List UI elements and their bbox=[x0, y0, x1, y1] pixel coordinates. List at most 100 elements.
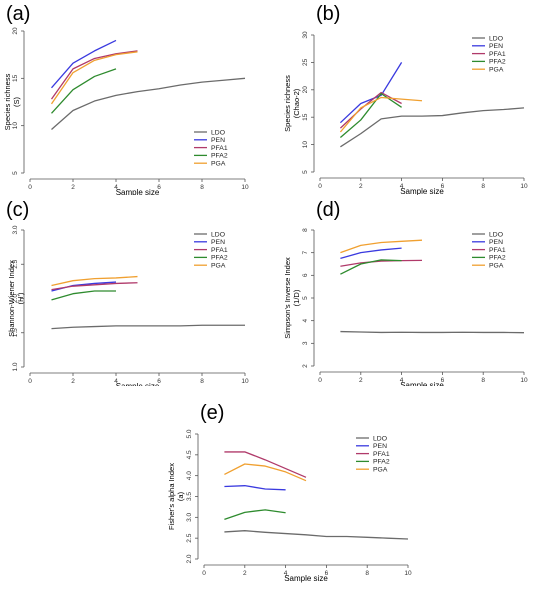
chart-svg: 5 10 15 20 0 2 4 6 8 10 Sample size Species richnes… bbox=[3, 27, 249, 197]
legend-label-pga: PGA bbox=[489, 263, 504, 270]
x-tick-label: 2 bbox=[359, 377, 363, 384]
y-tick-label: 5 bbox=[302, 296, 309, 300]
series-line-pen bbox=[340, 247, 402, 259]
x-tick-label: 4 bbox=[114, 378, 118, 385]
y-tick-label: 20 bbox=[12, 27, 19, 35]
x-tick-label: 4 bbox=[400, 377, 404, 384]
x-tick-label: 0 bbox=[28, 184, 32, 191]
x-tick-label: 6 bbox=[441, 183, 445, 190]
x-tick-label: 4 bbox=[284, 570, 288, 577]
series-line-ldo bbox=[224, 530, 409, 540]
x-tick-label: 2 bbox=[71, 378, 75, 385]
y-tick-label: 4.5 bbox=[186, 450, 193, 459]
legend-label-pen: PEN bbox=[373, 443, 387, 450]
y-tick-label: 15 bbox=[12, 74, 19, 82]
x-axis-label: Sample size bbox=[116, 188, 160, 195]
x-axis-label: Sample size bbox=[400, 381, 444, 386]
y-tick-label: 2.0 bbox=[186, 554, 193, 563]
x-tick-label: 6 bbox=[157, 378, 161, 385]
y-axis-label: (1/D) bbox=[292, 289, 301, 306]
panel-label: (a) bbox=[6, 3, 31, 25]
y-tick-label: 2.5 bbox=[12, 259, 19, 268]
series-line-pen bbox=[339, 62, 403, 124]
x-tick-label: 2 bbox=[359, 183, 363, 190]
series-line-pen bbox=[224, 485, 286, 491]
x-tick-label: 10 bbox=[241, 378, 249, 385]
y-tick-label: 10 bbox=[12, 122, 19, 130]
series-line-pfa1 bbox=[340, 259, 423, 267]
y-tick-label: 3.0 bbox=[186, 512, 193, 521]
series-line-pga bbox=[340, 239, 423, 254]
y-tick-label: 8 bbox=[302, 228, 309, 232]
legend-label-pga: PGA bbox=[211, 263, 226, 270]
x-tick-label: 10 bbox=[241, 184, 249, 191]
series-line-pga bbox=[51, 275, 138, 287]
x-tick-label: 0 bbox=[202, 570, 206, 577]
series-line-pfa2 bbox=[339, 92, 402, 138]
x-tick-label: 0 bbox=[318, 377, 322, 384]
legend-label-pfa2: PFA2 bbox=[211, 153, 228, 160]
series-line-pfa2 bbox=[340, 259, 402, 275]
legend-label-pfa1: PFA1 bbox=[489, 247, 506, 254]
y-axis-label: (S) bbox=[12, 97, 21, 108]
legend-label-pfa2: PFA2 bbox=[373, 459, 390, 466]
x-axis-label: Sample size bbox=[116, 382, 160, 386]
series-line-pga bbox=[50, 51, 138, 105]
y-axis-label: Simpson's Inverse Index bbox=[283, 257, 292, 339]
y-tick-label: 5 bbox=[12, 171, 19, 175]
legend-label-pfa1: PFA1 bbox=[211, 247, 228, 254]
y-axis-label: Fisher's alpha Index bbox=[167, 463, 176, 530]
legend-label-ldo: LDO bbox=[489, 231, 503, 238]
x-tick-label: 4 bbox=[400, 183, 404, 190]
x-tick-label: 2 bbox=[71, 184, 75, 191]
x-tick-label: 8 bbox=[481, 183, 485, 190]
legend-label-pen: PEN bbox=[489, 239, 503, 246]
series-line-ldo bbox=[340, 330, 525, 334]
y-tick-label: 5 bbox=[302, 170, 309, 174]
chart-panel-a: (a) 5 10 15 20 0 2 4 6 8 10 Sample size Species ric… bbox=[0, 0, 265, 197]
y-tick-label: 15 bbox=[302, 113, 309, 121]
x-tick-label: 6 bbox=[441, 377, 445, 384]
legend-label-pen: PEN bbox=[489, 43, 503, 50]
y-tick-label: 2 bbox=[302, 364, 309, 368]
x-tick-label: 6 bbox=[157, 184, 161, 191]
x-tick-label: 0 bbox=[318, 183, 322, 190]
panel-label: (d) bbox=[316, 199, 341, 221]
legend-label-pga: PGA bbox=[489, 67, 504, 74]
series-line-pfa2 bbox=[51, 68, 117, 114]
chart-svg: 2.0 2.5 3.0 3.5 4.0 4.5 5.0 0 2 4 6 8 10 Sample size F… bbox=[167, 429, 412, 583]
x-tick-label: 8 bbox=[365, 570, 369, 577]
series-line-pfa1 bbox=[224, 451, 307, 478]
y-tick-label: 4 bbox=[302, 318, 309, 322]
series-line-pfa1 bbox=[51, 282, 138, 291]
y-axis-label: (H') bbox=[16, 292, 25, 304]
series-line-ldo bbox=[340, 107, 525, 148]
x-tick-label: 10 bbox=[520, 183, 528, 190]
y-tick-label: 7 bbox=[302, 250, 309, 254]
x-axis-label: Sample size bbox=[400, 187, 444, 195]
series-line-pga bbox=[339, 96, 423, 133]
legend-label-pen: PEN bbox=[211, 239, 225, 246]
y-tick-label: 2.0 bbox=[12, 294, 19, 303]
series-line-pga bbox=[224, 463, 307, 482]
x-tick-label: 8 bbox=[200, 378, 204, 385]
y-tick-label: 10 bbox=[302, 141, 309, 149]
x-tick-label: 6 bbox=[325, 570, 329, 577]
panel-label: (c) bbox=[6, 199, 30, 221]
y-axis-label: Shannon-Wiener Index bbox=[7, 260, 16, 337]
y-axis-label: Species richness bbox=[283, 75, 292, 132]
panel-label: (b) bbox=[316, 3, 341, 25]
legend-label-pga: PGA bbox=[373, 467, 388, 474]
series-line-ldo bbox=[51, 77, 246, 130]
y-axis-label: (Chao-2) bbox=[292, 88, 301, 118]
y-tick-label: 6 bbox=[302, 273, 309, 277]
legend-label-pga: PGA bbox=[211, 161, 226, 168]
y-axis-label: Species richness bbox=[3, 73, 12, 130]
y-tick-label: 3.0 bbox=[12, 225, 19, 234]
x-tick-label: 4 bbox=[114, 184, 118, 191]
legend-label-pen: PEN bbox=[211, 137, 225, 144]
chart-panel-b: (b) 5 10 15 20 25 30 0 2 4 6 8 10 Sample size Species… bbox=[276, 0, 546, 196]
x-tick-label: 10 bbox=[404, 570, 412, 577]
y-tick-label: 30 bbox=[302, 31, 309, 39]
legend-label-pfa1: PFA1 bbox=[373, 451, 390, 458]
